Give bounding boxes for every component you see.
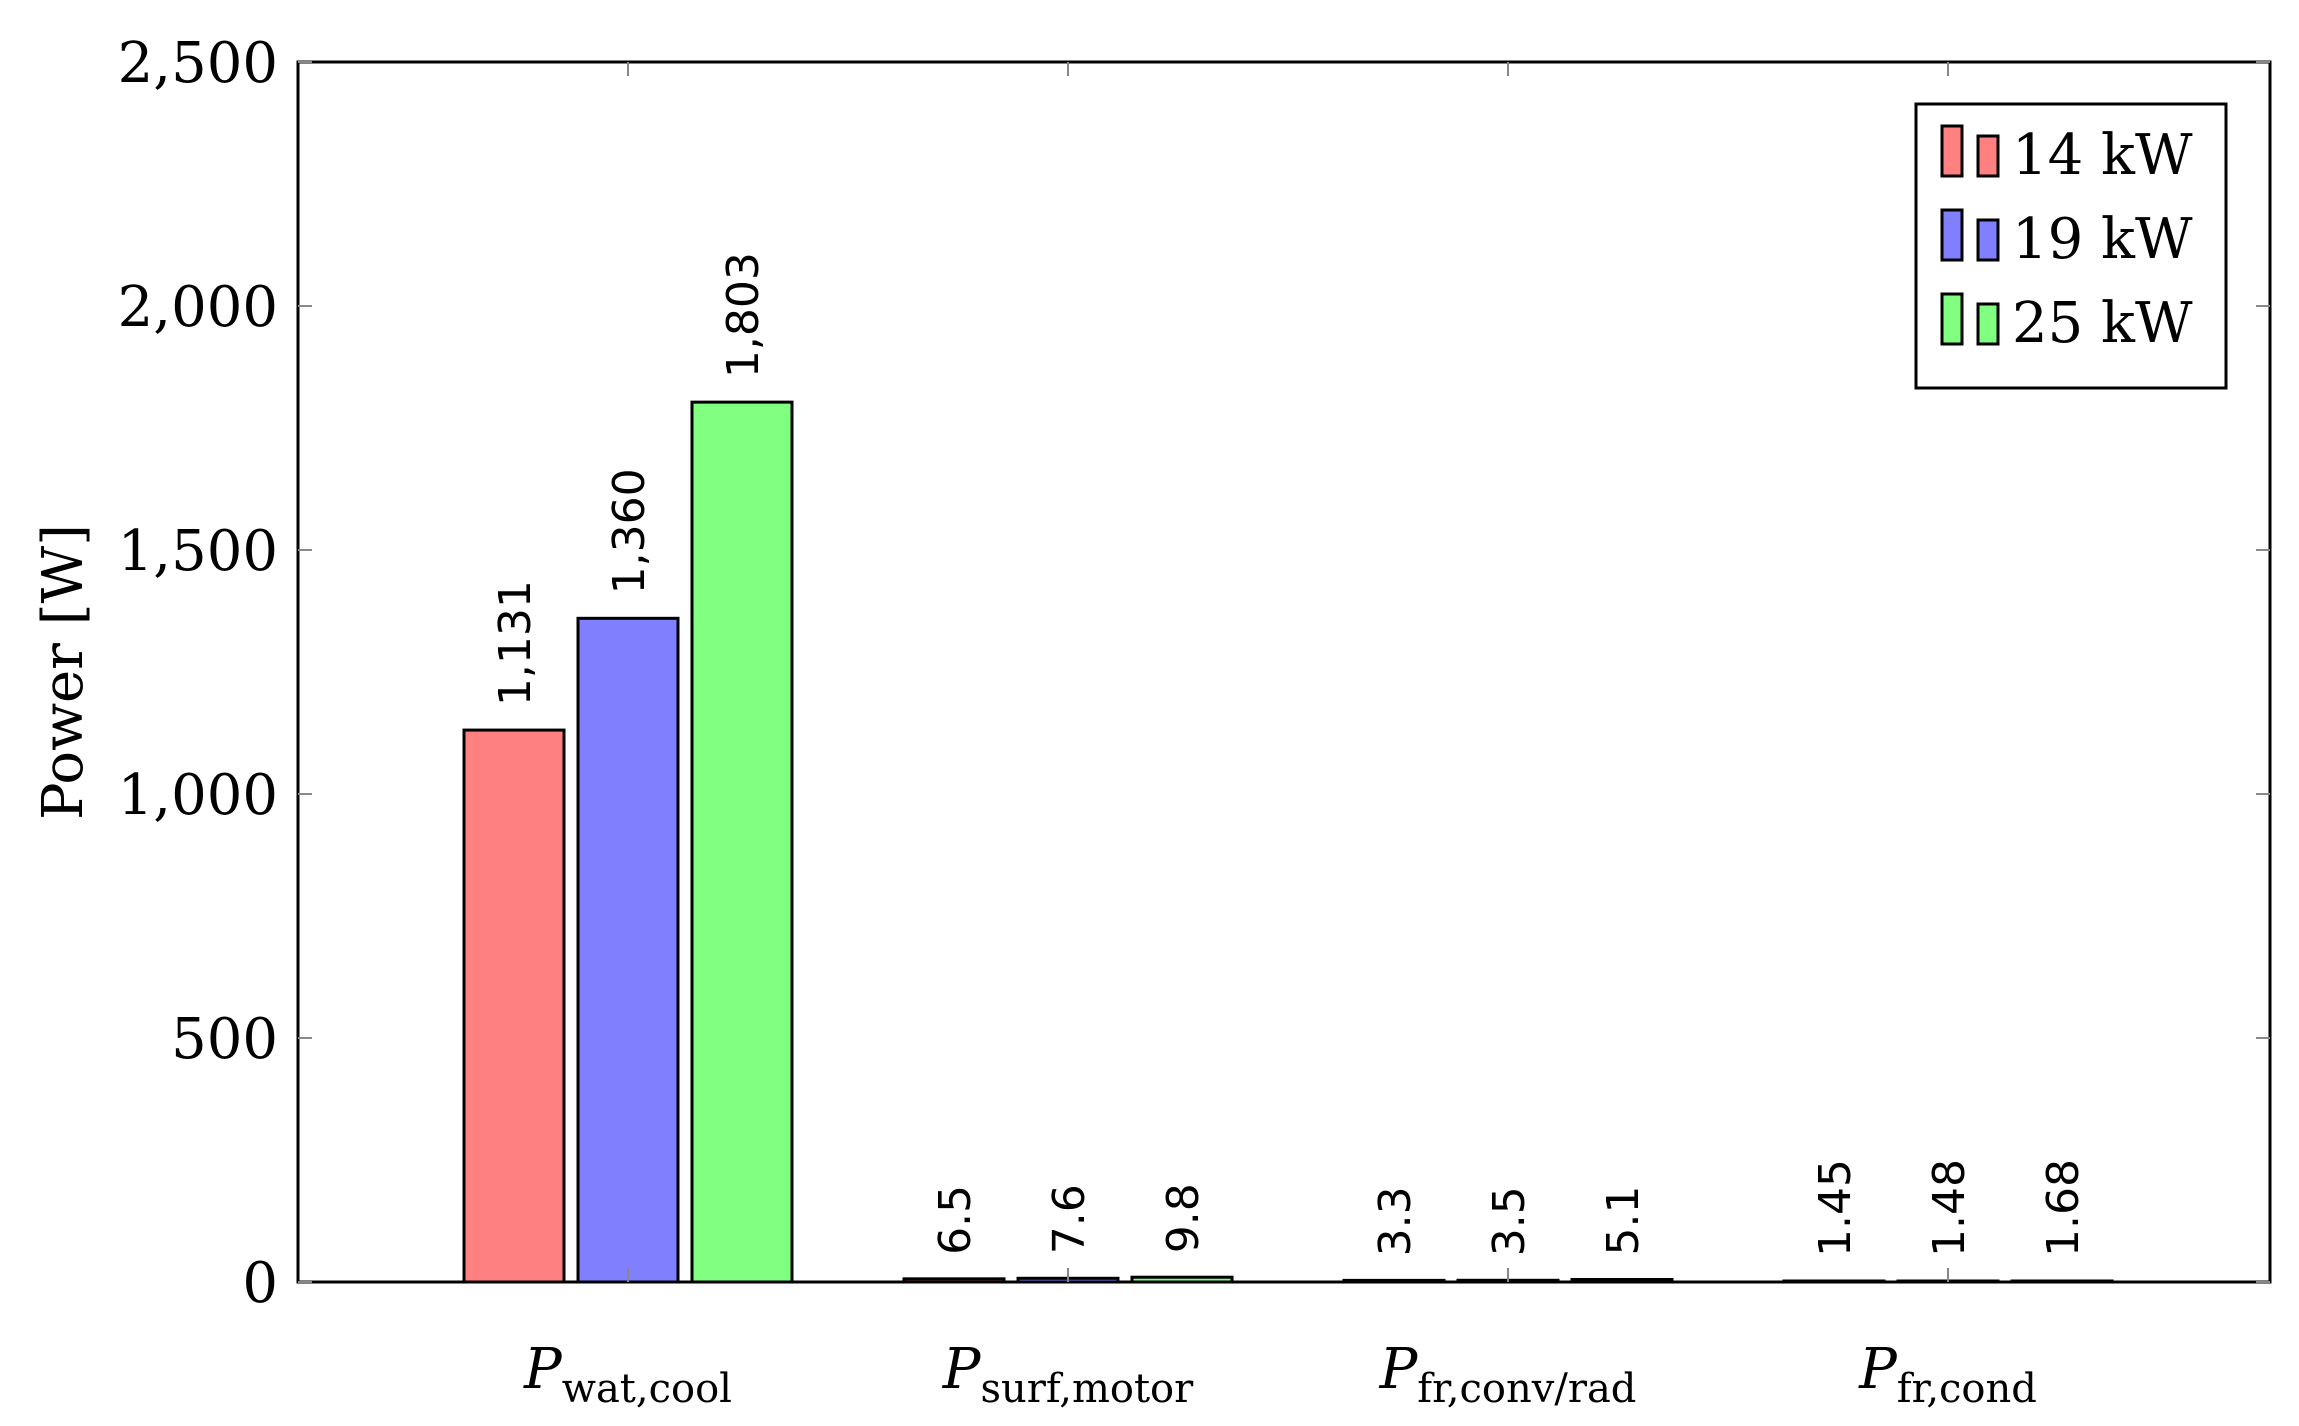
bar bbox=[462, 728, 566, 1284]
data-label: 3.5 bbox=[1484, 1186, 1535, 1256]
legend-swatch bbox=[1940, 208, 1964, 262]
y-tick-label: 500 bbox=[171, 1007, 278, 1072]
legend-swatch bbox=[1976, 134, 2000, 178]
data-label: 7.6 bbox=[1044, 1184, 1095, 1254]
bar bbox=[1570, 1278, 1674, 1284]
data-label: 1,131 bbox=[490, 580, 541, 706]
legend-swatch bbox=[1940, 124, 1964, 178]
x-tick-label: Pfr,cond bbox=[1858, 1337, 2037, 1412]
x-tick-label-sub: surf,motor bbox=[980, 1366, 1194, 1412]
x-tick-label-main: P bbox=[942, 1337, 982, 1402]
x-tick-label-main: P bbox=[523, 1337, 563, 1402]
x-axis-categories: Pwat,cool Psurf,motor Pfr,conv/rad Pfr,cond bbox=[523, 62, 2037, 1412]
bar bbox=[2010, 1279, 2114, 1284]
bar bbox=[1782, 1279, 1886, 1284]
bar bbox=[902, 1277, 1006, 1284]
data-label: 1,803 bbox=[718, 252, 769, 378]
x-tick-label-sub: fr,conv/rad bbox=[1417, 1366, 1636, 1412]
x-tick-label-main: P bbox=[1379, 1337, 1419, 1402]
data-label: 1.68 bbox=[2038, 1159, 2089, 1257]
x-tick-label-main: P bbox=[1858, 1337, 1898, 1402]
x-tick-label: Psurf,motor bbox=[942, 1337, 1194, 1412]
bar bbox=[576, 616, 680, 1284]
y-axis-label: Power [W] bbox=[31, 524, 96, 820]
y-tick-label: 0 bbox=[242, 1251, 278, 1316]
y-tick-label: 2,000 bbox=[118, 275, 278, 340]
legend-swatch bbox=[1976, 218, 2000, 262]
x-tick-label: Pwat,cool bbox=[523, 1337, 732, 1412]
plot-area bbox=[296, 60, 2272, 1284]
plot-frame bbox=[296, 60, 2272, 1284]
data-label: 9.8 bbox=[1158, 1183, 1209, 1253]
data-label: 1.45 bbox=[1810, 1159, 1861, 1257]
y-tick-label: 1,500 bbox=[118, 519, 278, 584]
y-tick-label: 1,000 bbox=[118, 763, 278, 828]
data-label: 3.3 bbox=[1370, 1186, 1421, 1256]
x-tick-label-sub: fr,cond bbox=[1897, 1366, 2037, 1412]
bar bbox=[1342, 1278, 1446, 1284]
legend-entry: 14 kW bbox=[2012, 123, 2193, 188]
legend-swatch bbox=[1976, 302, 2000, 346]
axis-ticks: 0 500 1,000 1,500 2,000 2,500 bbox=[118, 31, 2270, 1316]
legend-swatch bbox=[1940, 292, 1964, 346]
bars: 1,131 1,360 1,803 6.5 7.6 9.8 3.3 3.5 5.1 1.45 1.4… bbox=[462, 252, 2114, 1284]
legend: 14 kW 19 kW 25 kW bbox=[1914, 102, 2228, 390]
bar bbox=[690, 400, 794, 1284]
legend-entry: 25 kW bbox=[2012, 291, 2193, 356]
data-label: 1.48 bbox=[1924, 1159, 1975, 1257]
legend-box bbox=[1914, 102, 2228, 390]
data-label: 6.5 bbox=[930, 1185, 981, 1255]
y-axis-title: Power [W] bbox=[31, 524, 96, 820]
legend-entry: 19 kW bbox=[2012, 207, 2193, 272]
bar bbox=[1130, 1275, 1234, 1284]
data-label: 1,360 bbox=[604, 468, 655, 594]
data-label: 5.1 bbox=[1598, 1186, 1649, 1256]
y-tick-label: 2,500 bbox=[118, 31, 278, 96]
x-tick-label-sub: wat,cool bbox=[562, 1366, 732, 1412]
x-tick-label: Pfr,conv/rad bbox=[1379, 1337, 1637, 1412]
